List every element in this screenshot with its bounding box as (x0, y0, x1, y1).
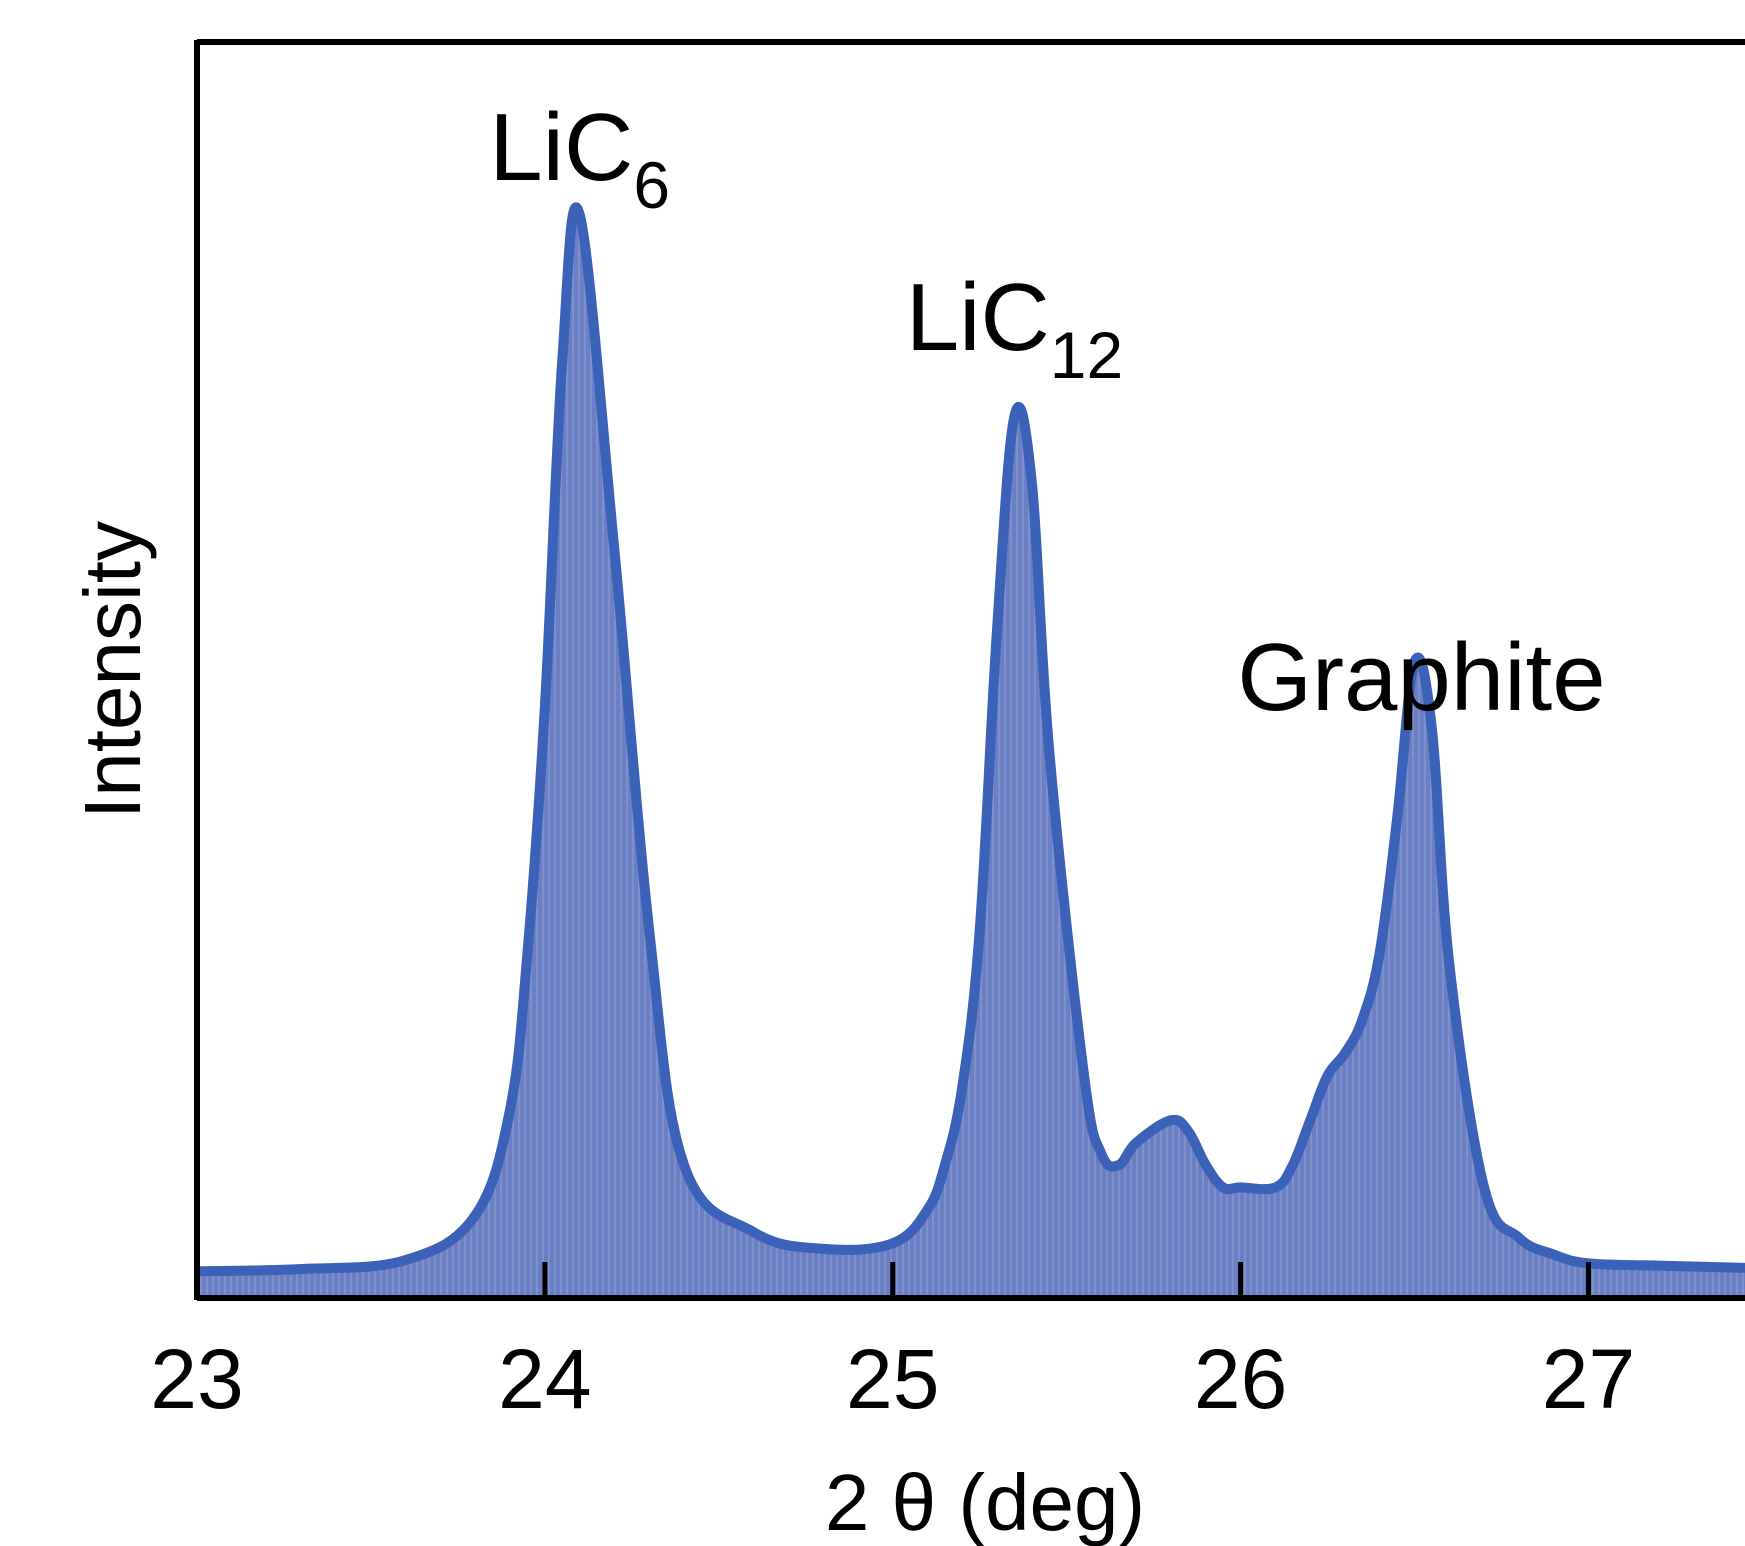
x-tick-label-26: 26 (1194, 1332, 1287, 1426)
x-tick-label-24: 24 (498, 1332, 591, 1426)
intensity-line (195, 202, 1745, 1277)
x-tick-marks (194, 1262, 1591, 1298)
peak-label-graphite: Graphite (1237, 624, 1605, 731)
x-axis-title: 2 θ (deg) (825, 1458, 1145, 1546)
peak-label-base: LiC (906, 264, 1050, 371)
intensity-area-fill (197, 207, 1745, 1299)
y-axis-title: Intensity (68, 521, 157, 819)
x-tick-label-25: 25 (846, 1332, 939, 1426)
x-tick-label-23: 23 (150, 1332, 243, 1426)
peak-label-base: LiC (489, 94, 633, 201)
plot-area (195, 202, 1745, 1299)
peak-label-subscript: 6 (633, 148, 670, 222)
x-tick-labels: 23 24 25 26 27 (150, 1332, 1635, 1426)
peak-label-lic6: LiC6 (489, 94, 670, 222)
peak-label-subscript: 12 (1050, 318, 1123, 392)
peak-label-lic12: LiC12 (906, 264, 1123, 392)
x-tick-label-27: 27 (1542, 1332, 1635, 1426)
